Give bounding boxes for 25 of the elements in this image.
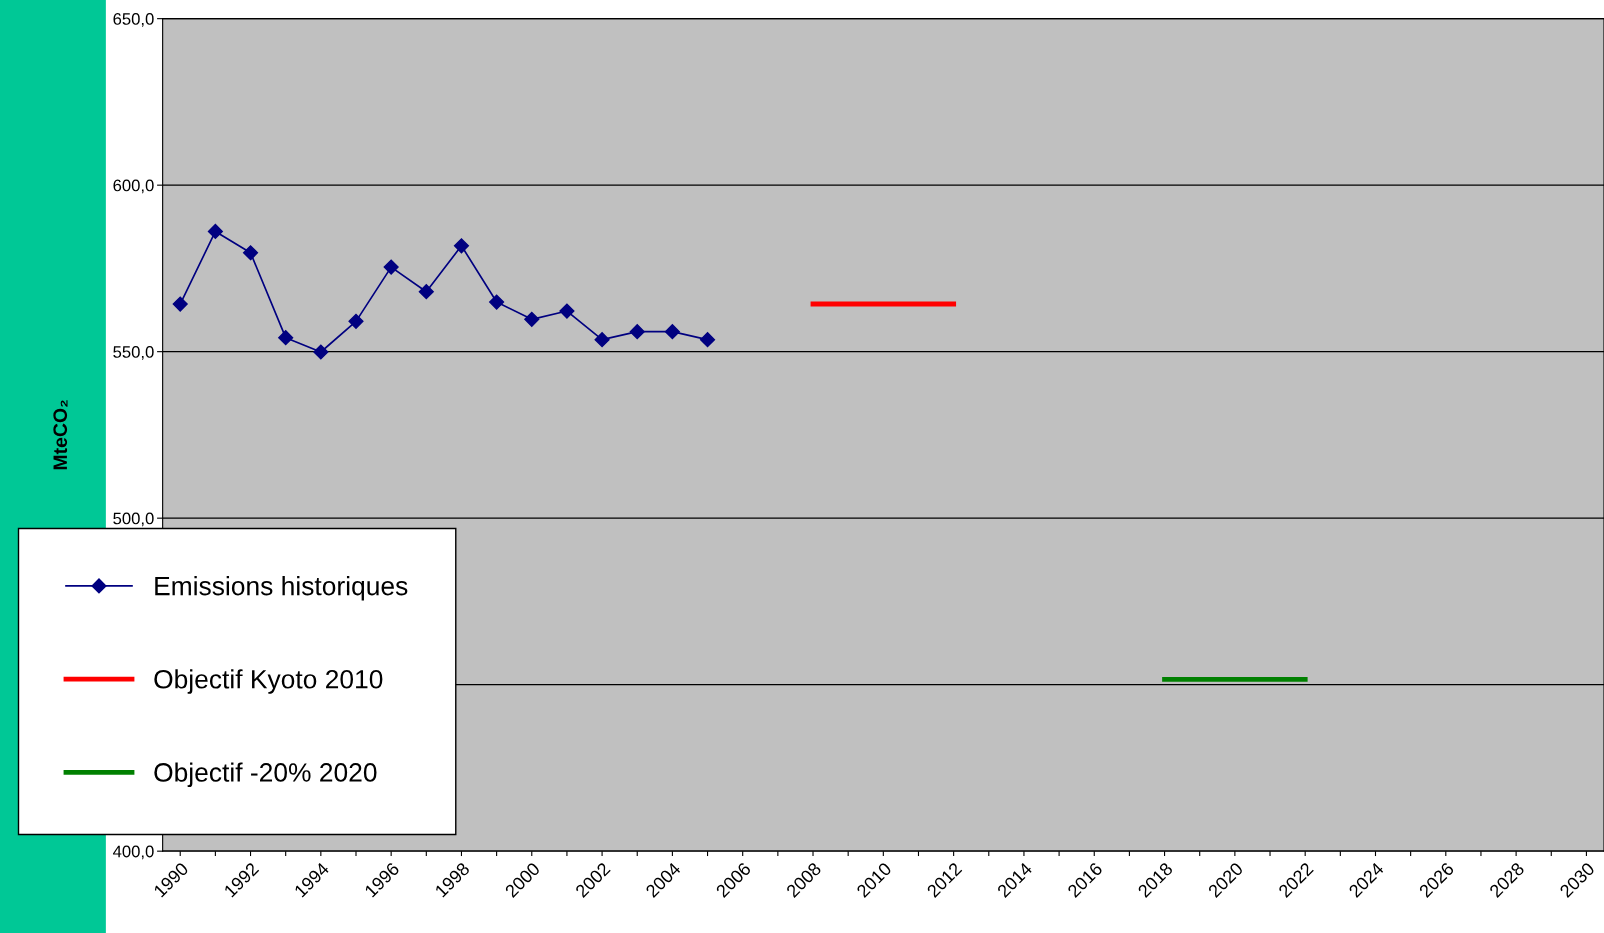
point	[489, 294, 505, 310]
point	[699, 332, 716, 348]
point	[242, 245, 259, 261]
point	[664, 324, 680, 340]
point	[383, 259, 399, 275]
y-tick-label: 400,0	[112, 845, 154, 860]
point	[524, 311, 540, 327]
y-tick-label: 550,0	[113, 346, 154, 360]
y-axis-title: MteCO₂	[53, 400, 68, 470]
point	[559, 303, 575, 319]
point	[418, 284, 434, 300]
legend-label: Objectif -20% 2020	[154, 762, 377, 788]
point	[313, 344, 329, 360]
point	[629, 324, 645, 340]
point	[278, 330, 294, 346]
legend-label: Emissions historiques	[155, 576, 408, 601]
legend-label: Objectif Kyoto 2010	[154, 669, 383, 694]
y-tick-label: 500,0	[113, 512, 154, 527]
point	[207, 223, 223, 240]
y-tick-label: 600,0	[113, 179, 154, 194]
point	[453, 238, 470, 254]
y-tick-label: 650,0	[113, 13, 154, 27]
point	[594, 332, 610, 348]
point	[348, 313, 364, 329]
point	[172, 296, 188, 312]
